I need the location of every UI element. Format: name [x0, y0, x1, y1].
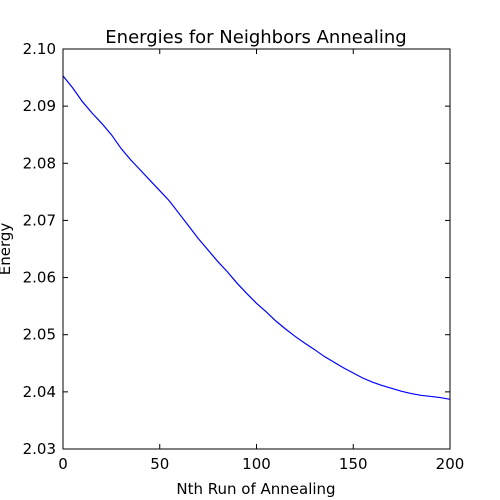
x-tick-label: 200 [436, 455, 465, 473]
y-tick-label: 2.07 [23, 211, 56, 229]
y-tick-label: 2.05 [23, 326, 56, 344]
series-line-energy [62, 75, 451, 400]
y-axis-label: Energy [0, 223, 14, 276]
y-tick-label: 2.08 [23, 154, 56, 172]
x-axis-label: Nth Run of Annealing [176, 480, 335, 498]
y-tick-label: 2.04 [23, 383, 56, 401]
x-tick-label: 100 [242, 455, 271, 473]
y-tick-label: 2.06 [23, 269, 56, 287]
y-tick-label: 2.10 [23, 40, 56, 58]
x-tick-label: 150 [339, 455, 368, 473]
tick-labels: 0 50 100 150 200 2.03 2.04 2.05 2.06 2.07 2.08 2.09… [23, 40, 465, 473]
y-tick-label: 2.09 [23, 97, 56, 115]
plot-frame [62, 48, 451, 450]
x-tick-label: 0 [58, 455, 68, 473]
y-tick-label: 2.03 [23, 440, 56, 458]
x-tick-label: 50 [150, 455, 169, 473]
chart-title: Energies for Neighbors Annealing [105, 27, 406, 48]
